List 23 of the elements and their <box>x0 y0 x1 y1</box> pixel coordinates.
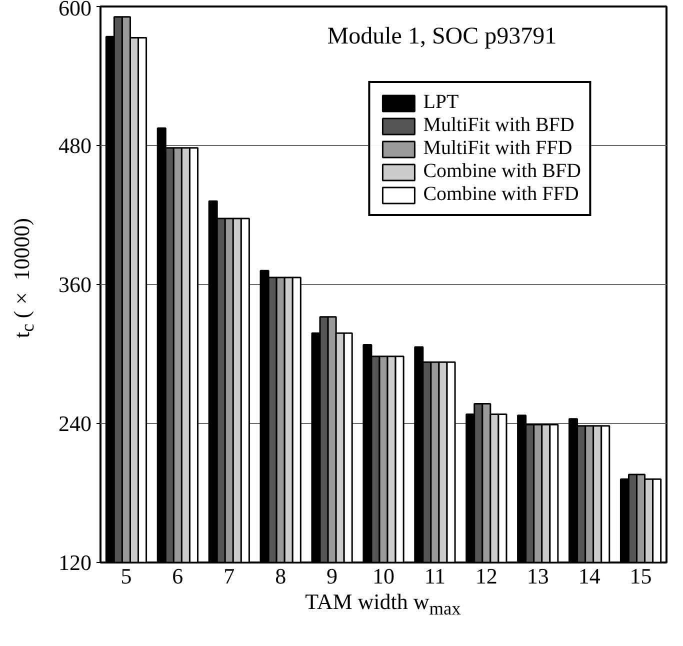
text: Module 1, SOC p93791 <box>327 24 557 50</box>
x-tick-label: 13 <box>526 564 549 588</box>
x-tick-label: 6 <box>172 564 184 588</box>
legend-label: Combine with BFD <box>423 160 581 183</box>
x-axis-title: TAM width w$_{max}$ <box>304 589 462 619</box>
y-tick-label: 360 <box>58 272 92 297</box>
y-tick-label: 480 <box>58 133 92 158</box>
legend-label: MultiFit with BFD <box>423 114 574 137</box>
y-tick-label: 600 <box>58 0 92 20</box>
x-tick-label: 8 <box>275 564 286 588</box>
x-tick-label: 9 <box>326 564 338 588</box>
x-tick-label: 14 <box>578 564 600 588</box>
legend-label: LPT <box>423 91 459 114</box>
legend-label: Combine with FFD <box>423 183 579 206</box>
x-tick-label: 12 <box>475 564 498 588</box>
y-tick-label: 240 <box>58 411 92 436</box>
x-tick-label: 11 <box>424 564 446 588</box>
x-tick-label: 15 <box>630 564 652 588</box>
x-tick-label: 7 <box>224 564 235 588</box>
y-tick-label: 120 <box>58 550 92 575</box>
x-tick-label: 10 <box>372 564 394 588</box>
x-tick-label: 5 <box>120 564 132 588</box>
legend-label: MultiFit with FFD <box>423 137 572 160</box>
